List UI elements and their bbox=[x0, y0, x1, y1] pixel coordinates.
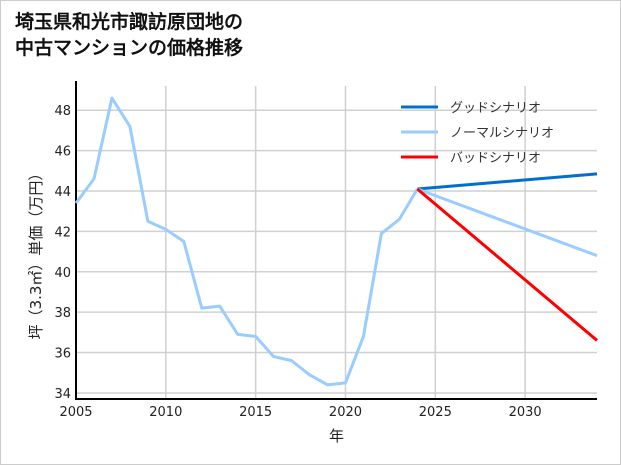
y-tick-label: 34 bbox=[54, 387, 71, 402]
legend-label: グッドシナリオ bbox=[450, 101, 541, 116]
chart-title-line-2: 中古マンションの価格推移 bbox=[15, 37, 244, 59]
x-tick-label: 2025 bbox=[419, 405, 452, 420]
series-line-scenario-2 bbox=[416, 187, 598, 258]
chart-title-line-1: 埼玉県和光市諏訪原団地の bbox=[15, 11, 244, 33]
x-axis-label: 年 bbox=[329, 427, 344, 445]
x-tick-label: 2010 bbox=[149, 405, 182, 420]
x-tick-label: 2015 bbox=[239, 405, 272, 420]
x-tick-label: 2005 bbox=[59, 405, 92, 420]
series-line-history bbox=[74, 96, 419, 387]
y-tick-label: 38 bbox=[54, 306, 71, 321]
y-tick-label: 46 bbox=[54, 145, 71, 160]
y-tick-label: 40 bbox=[54, 266, 71, 281]
y-tick-label: 36 bbox=[54, 347, 71, 362]
y-axis-label: 坪（3.3㎡）単価（万円） bbox=[27, 166, 45, 340]
y-tick-label: 44 bbox=[54, 185, 71, 200]
y-tick-label: 42 bbox=[54, 225, 71, 240]
series-line-scenario-1 bbox=[417, 172, 598, 191]
legend-label: ノーマルシナリオ bbox=[450, 126, 554, 141]
y-tick-label: 48 bbox=[54, 104, 71, 119]
series-line-scenario-3 bbox=[416, 187, 598, 342]
legend-label: バッドシナリオ bbox=[450, 151, 541, 166]
chart-title: 埼玉県和光市諏訪原団地の 中古マンションの価格推移 bbox=[15, 9, 243, 61]
x-tick-label: 2020 bbox=[329, 405, 362, 420]
x-tick-label: 2030 bbox=[509, 405, 542, 420]
